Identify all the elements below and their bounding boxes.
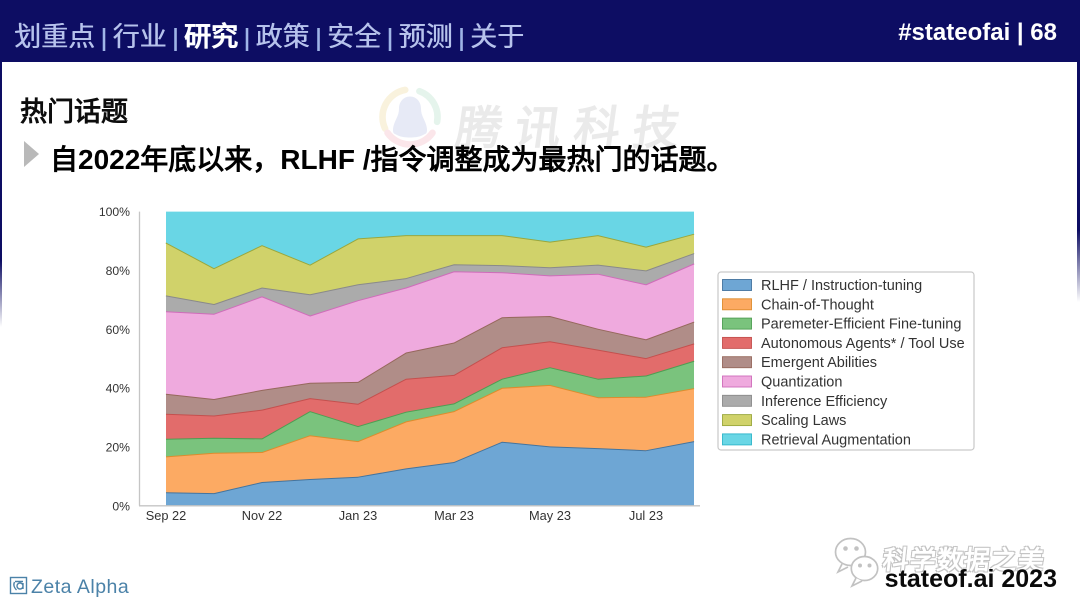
svg-text:60%: 60% bbox=[106, 323, 131, 337]
svg-text:Chain-of-Thought: Chain-of-Thought bbox=[761, 297, 874, 313]
svg-text:Jul 23: Jul 23 bbox=[629, 508, 663, 523]
svg-text:Jan 23: Jan 23 bbox=[339, 508, 377, 523]
svg-text:Sep 22: Sep 22 bbox=[146, 508, 187, 523]
svg-text:Scaling Laws: Scaling Laws bbox=[761, 413, 846, 429]
svg-text:May 23: May 23 bbox=[529, 508, 571, 523]
svg-text:Quantization: Quantization bbox=[761, 375, 842, 391]
svg-text:Retrieval Augmentation: Retrieval Augmentation bbox=[761, 432, 911, 448]
svg-text:40%: 40% bbox=[106, 382, 131, 396]
svg-text:20%: 20% bbox=[106, 441, 131, 455]
svg-text:Emergent Abilities: Emergent Abilities bbox=[761, 355, 877, 371]
svg-text:Mar 23: Mar 23 bbox=[434, 508, 474, 523]
svg-text:100%: 100% bbox=[99, 205, 130, 219]
svg-text:RLHF / Instruction-tuning: RLHF / Instruction-tuning bbox=[761, 278, 922, 294]
svg-text:Paremeter-Efficient Fine-tunin: Paremeter-Efficient Fine-tuning bbox=[761, 317, 961, 333]
svg-text:Nov 22: Nov 22 bbox=[242, 508, 283, 523]
svg-text:0%: 0% bbox=[112, 499, 130, 513]
svg-text:80%: 80% bbox=[106, 264, 131, 278]
svg-text:Autonomous Agents* / Tool Use: Autonomous Agents* / Tool Use bbox=[761, 336, 965, 352]
svg-text:Inference Efficiency: Inference Efficiency bbox=[761, 394, 888, 410]
